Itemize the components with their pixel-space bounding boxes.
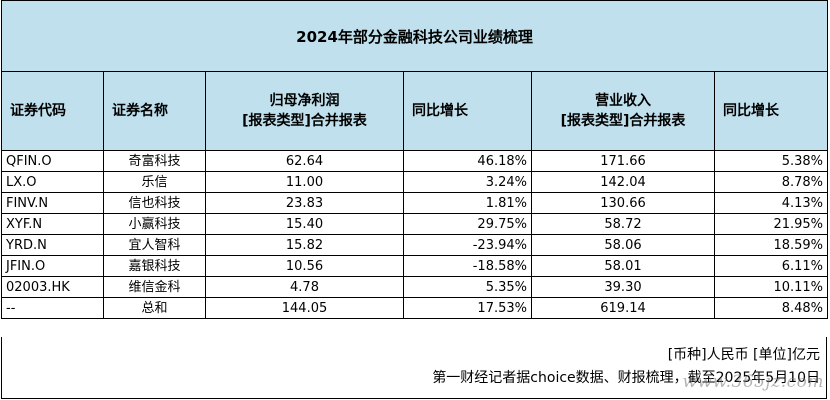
- unit-note: [币种]人民币 [单位]亿元: [667, 347, 820, 363]
- cell-net-profit: 15.40: [205, 213, 404, 235]
- header-net-yoy: 同比增长: [403, 71, 532, 151]
- header-code: 证券代码: [1, 71, 104, 151]
- table-row: YRD.N 宜人智科 15.82 -23.94% 58.06 18.59%: [1, 234, 829, 256]
- header-revenue-line2: [报表类型]合并报表: [560, 113, 686, 129]
- cell-net-profit: 15.82: [205, 234, 404, 256]
- cell-name: 奇富科技: [103, 150, 206, 172]
- cell-revenue: 142.04: [531, 171, 715, 193]
- cell-net-yoy: 29.75%: [403, 213, 532, 235]
- cell-net-profit: 10.56: [205, 255, 404, 277]
- source-note: 第一财经记者据choice数据、财报梳理，截至2025年5月10日: [432, 370, 820, 386]
- header-name: 证券名称: [103, 71, 206, 151]
- cell-name: 维信金科: [103, 276, 206, 298]
- title-row: 2024年部分金融科技公司业绩梳理: [0, 0, 829, 72]
- cell-net-profit: 11.00: [205, 171, 404, 193]
- cell-code: XYF.N: [1, 213, 104, 235]
- table-row: XYF.N 小赢科技 15.40 29.75% 58.72 21.95%: [1, 213, 829, 235]
- table-row: QFIN.O 奇富科技 62.64 46.18% 171.66 5.38%: [1, 150, 829, 172]
- cell-rev-yoy: 4.13%: [713, 192, 829, 214]
- cell-revenue: 130.66: [531, 192, 715, 214]
- header-revenue: 营业收入 [报表类型]合并报表: [531, 71, 715, 151]
- cell-code: JFIN.O: [1, 255, 104, 277]
- cell-name: 宜人智科: [103, 234, 206, 256]
- cell-code: 02003.HK: [1, 276, 104, 298]
- cell-net-yoy: -23.94%: [403, 234, 532, 256]
- earnings-table: 2024年部分金融科技公司业绩梳理 证券代码 证券名称 归母净利润 [报表类型]…: [0, 0, 829, 319]
- cell-rev-yoy: 5.38%: [713, 150, 829, 172]
- header-rev-yoy: 同比增长: [713, 71, 829, 151]
- cell-revenue: 171.66: [531, 150, 715, 172]
- cell-rev-yoy: 8.78%: [713, 171, 829, 193]
- watermark: www.365jz.com: [682, 372, 824, 392]
- cell-revenue: 58.06: [531, 234, 715, 256]
- cell-rev-yoy: 21.95%: [713, 213, 829, 235]
- cell-rev-yoy: 10.11%: [713, 276, 829, 298]
- cell-code: --: [1, 297, 104, 319]
- cell-net-profit: 144.05: [205, 297, 404, 319]
- cell-net-profit: 23.83: [205, 192, 404, 214]
- cell-code: LX.O: [1, 171, 104, 193]
- cell-net-profit: 62.64: [205, 150, 404, 172]
- cell-code: FINV.N: [1, 192, 104, 214]
- cell-net-profit: 4.78: [205, 276, 404, 298]
- header-net-profit-line2: [报表类型]合并报表: [242, 113, 367, 129]
- header-row: 证券代码 证券名称 归母净利润 [报表类型]合并报表 同比增长 营业收入 [报表…: [1, 71, 829, 151]
- cell-name: 总和: [103, 297, 206, 319]
- cell-revenue: 619.14: [531, 297, 715, 319]
- footer-notes: [币种]人民币 [单位]亿元 第一财经记者据choice数据、财报梳理，截至20…: [1, 337, 827, 399]
- cell-code: YRD.N: [1, 234, 104, 256]
- cell-revenue: 58.72: [531, 213, 715, 235]
- table-row: FINV.N 信也科技 23.83 1.81% 130.66 4.13%: [1, 192, 829, 214]
- cell-net-yoy: 5.35%: [403, 276, 532, 298]
- cell-name: 嘉银科技: [103, 255, 206, 277]
- table-title: 2024年部分金融科技公司业绩梳理: [0, 0, 829, 72]
- cell-rev-yoy: 8.48%: [713, 297, 829, 319]
- header-revenue-line1: 营业收入: [595, 93, 651, 109]
- cell-net-yoy: 3.24%: [403, 171, 532, 193]
- table-row: LX.O 乐信 11.00 3.24% 142.04 8.78%: [1, 171, 829, 193]
- table-row: 02003.HK 维信金科 4.78 5.35% 39.30 10.11%: [1, 276, 829, 298]
- cell-name: 小赢科技: [103, 213, 206, 235]
- cell-rev-yoy: 18.59%: [713, 234, 829, 256]
- cell-code: QFIN.O: [1, 150, 104, 172]
- header-net-profit: 归母净利润 [报表类型]合并报表: [205, 71, 404, 151]
- cell-net-yoy: -18.58%: [403, 255, 532, 277]
- cell-name: 乐信: [103, 171, 206, 193]
- cell-name: 信也科技: [103, 192, 206, 214]
- table-row: -- 总和 144.05 17.53% 619.14 8.48%: [1, 297, 829, 319]
- cell-net-yoy: 17.53%: [403, 297, 532, 319]
- cell-rev-yoy: 6.11%: [713, 255, 829, 277]
- cell-revenue: 58.01: [531, 255, 715, 277]
- table-row: JFIN.O 嘉银科技 10.56 -18.58% 58.01 6.11%: [1, 255, 829, 277]
- cell-net-yoy: 46.18%: [403, 150, 532, 172]
- cell-net-yoy: 1.81%: [403, 192, 532, 214]
- header-net-profit-line1: 归母净利润: [269, 93, 340, 109]
- cell-revenue: 39.30: [531, 276, 715, 298]
